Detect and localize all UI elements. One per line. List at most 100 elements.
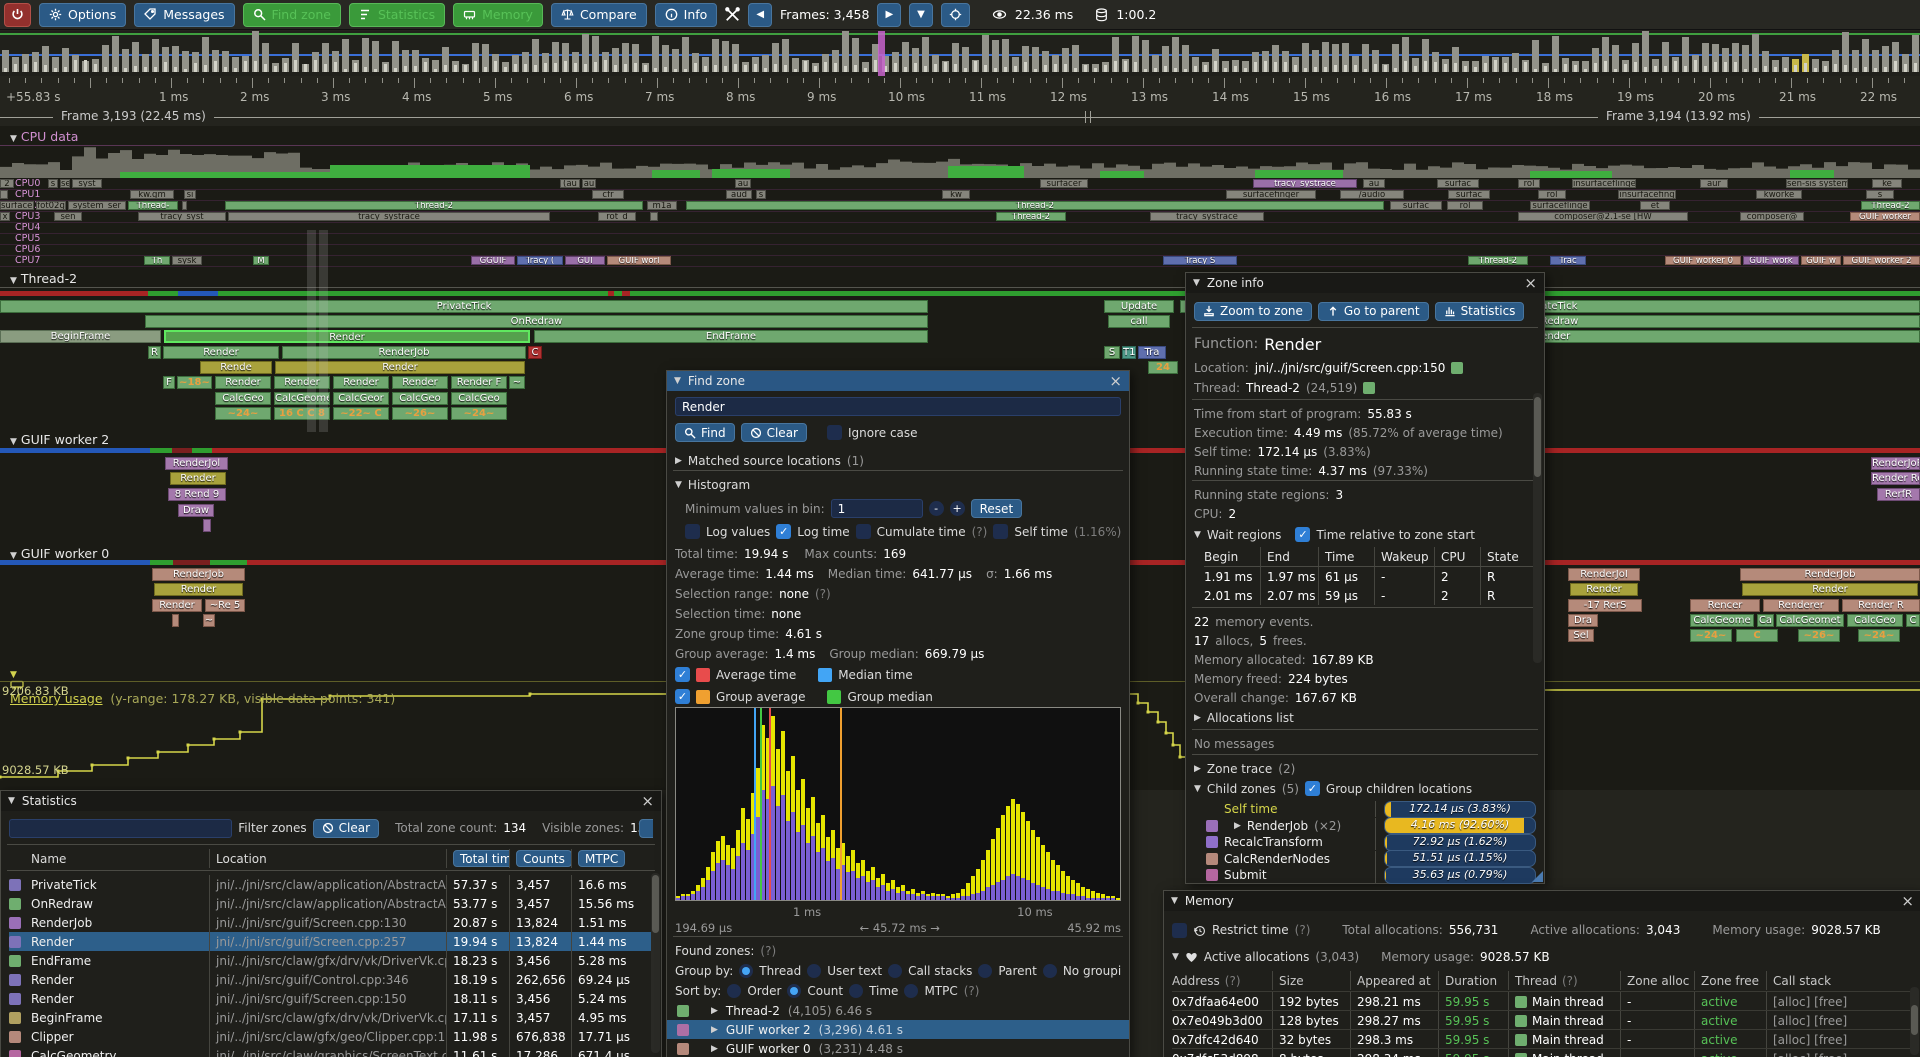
- timeline-zone[interactable]: CalcGeo: [392, 392, 448, 405]
- memory-usage-section-header[interactable]: ▼ Memory usage (y-range: 178.27 KB, visi…: [10, 670, 396, 706]
- cpu-zone[interactable]: kw.gm: [130, 190, 174, 199]
- collapse-icon[interactable]: ▼: [1193, 278, 1200, 288]
- cpu-zone[interactable]: surfac: [1437, 179, 1479, 188]
- cpu-zone[interactable]: aud: [726, 190, 752, 199]
- timeline-zone[interactable]: T1: [1122, 346, 1136, 359]
- timeline-zone[interactable]: OnRedraw: [145, 315, 928, 328]
- timeline-zone[interactable]: Render: [163, 346, 279, 359]
- cpu-zone[interactable]: GUI: [565, 256, 605, 265]
- find-button[interactable]: Find: [675, 423, 735, 442]
- cpu-zone[interactable]: Thread-2: [686, 201, 1384, 210]
- cpu-zone[interactable]: au: [735, 179, 751, 188]
- timeline-zone[interactable]: -17 RerS: [1568, 599, 1642, 612]
- column-location[interactable]: Location: [209, 849, 446, 868]
- statistics-button[interactable]: Statistics: [1434, 301, 1525, 321]
- table-row[interactable]: Render jni/../jni/src/guif/Control.cpp:34…: [9, 970, 651, 989]
- table-row[interactable]: Clipper jni/../jni/src/claw/gfx/geo/Clipp…: [9, 1027, 651, 1046]
- timeline-zone[interactable]: RenderJol: [165, 457, 228, 470]
- close-icon[interactable]: ×: [1524, 274, 1537, 292]
- radio-count[interactable]: [787, 983, 802, 998]
- time-relative-checkbox[interactable]: ✓: [1295, 527, 1311, 542]
- log-time-checkbox[interactable]: ✓: [776, 524, 792, 539]
- cpu-zone[interactable]: s: [48, 179, 58, 188]
- timeline-zone[interactable]: F: [163, 376, 175, 389]
- cpu-zone[interactable]: Trac: [1550, 256, 1586, 265]
- zoom-to-zone-button[interactable]: Zoom to zone: [1194, 301, 1312, 321]
- cpu-zone[interactable]: rol: [1447, 201, 1483, 210]
- cpu-zone[interactable]: kw: [942, 190, 970, 199]
- cpu-zone[interactable]: rot_d: [598, 212, 636, 221]
- decrement-button[interactable]: -: [928, 501, 944, 516]
- table-row[interactable]: RenderJob jni/../jni/src/guif/Screen.cpp:…: [9, 913, 651, 932]
- timeline-zone[interactable]: Render: [1742, 583, 1918, 596]
- frames-overview-strip[interactable]: [0, 31, 1920, 76]
- statistics-scrollbar[interactable]: [651, 873, 660, 1053]
- wait-region-row[interactable]: 1.91 ms 1.97 ms 61 μs -2 R: [1204, 567, 1534, 586]
- timeline-zone[interactable]: Render: [152, 599, 202, 612]
- avg-median-checkbox[interactable]: ✓: [675, 667, 690, 682]
- cpu-zone[interactable]: composer@2.1-se [HW: [1518, 212, 1688, 221]
- close-icon[interactable]: ×: [1901, 892, 1914, 910]
- cpu-zone[interactable]: insurfacefing: [1618, 190, 1676, 199]
- collapse-icon[interactable]: ▼: [1172, 952, 1179, 962]
- wait-region-row[interactable]: 2.01 ms 2.07 ms 59 μs -2 R: [1204, 586, 1534, 605]
- timeline-zone[interactable]: Render: [170, 472, 226, 485]
- increment-button[interactable]: +: [949, 501, 965, 516]
- memory-titlebar[interactable]: ▼ Memory ×: [1164, 891, 1920, 911]
- clear-filter-button[interactable]: Clear: [312, 818, 380, 838]
- cpu-zone[interactable]: [0, 190, 8, 199]
- memory-button[interactable]: Memory: [453, 2, 543, 27]
- find-zone-button[interactable]: Find zone: [242, 2, 341, 27]
- expand-icon[interactable]: ▶: [1194, 712, 1201, 723]
- log-values-checkbox[interactable]: [685, 524, 700, 539]
- list-item[interactable]: ▶ GUIF worker 0 (3,231) 4.48 s: [667, 1039, 1129, 1057]
- table-row[interactable]: PrivateTick jni/../jni/src/claw/applicati…: [9, 875, 651, 894]
- cpu-zone[interactable]: Thread-2: [996, 212, 1066, 221]
- thread-header[interactable]: ▼ GUIF worker 0: [10, 546, 110, 561]
- cpu-zone[interactable]: GUIF worker 0: [1665, 256, 1741, 265]
- filter-input[interactable]: [9, 818, 233, 838]
- timeline-zone[interactable]: 8 Rend 9: [168, 488, 226, 501]
- timeline-zone[interactable]: CalcGeo: [215, 392, 271, 405]
- timeline-zone[interactable]: ~24~: [1690, 629, 1732, 642]
- timeline-zone[interactable]: 16 C C 8: [274, 407, 330, 420]
- cpu-zone[interactable]: Thread-2: [225, 201, 643, 210]
- timeline-zone[interactable]: Rencer: [1690, 599, 1760, 612]
- timeline-zone[interactable]: RenderJob: [1740, 568, 1920, 581]
- sort-counts-button[interactable]: Counts: [516, 850, 571, 867]
- timeline-zone[interactable]: RenderJoI: [1568, 568, 1640, 581]
- timeline-zone[interactable]: [203, 519, 211, 532]
- go-to-parent-button[interactable]: Go to parent: [1317, 301, 1429, 321]
- cpu-zone[interactable]: Tracy S: [1163, 256, 1237, 265]
- cut-button[interactable]: [639, 818, 653, 838]
- reset-button[interactable]: Reset: [970, 499, 1023, 518]
- cpu-zone[interactable]: [182, 201, 187, 210]
- wait-regions-section[interactable]: Wait regions: [1206, 527, 1282, 542]
- timeline-zone[interactable]: Render: [1570, 583, 1638, 596]
- expand-icon[interactable]: ▶: [675, 455, 682, 466]
- collapse-icon[interactable]: ▼: [1194, 783, 1201, 794]
- zone-trace-section[interactable]: Zone trace: [1206, 761, 1273, 776]
- radio-parent[interactable]: [978, 963, 993, 978]
- cpu-zone[interactable]: (au: [560, 179, 580, 188]
- histogram-section[interactable]: Histogram: [687, 477, 751, 492]
- cpu-zone[interactable]: au: [582, 179, 596, 188]
- self-time-checkbox[interactable]: [993, 524, 1009, 539]
- table-row[interactable]: EndFrame jni/../jni/src/claw/gfx/drv/vk/D…: [9, 951, 651, 970]
- timeline-zone[interactable]: CalcGeome: [1690, 614, 1754, 627]
- prev-frame-button[interactable]: ◀: [748, 2, 773, 27]
- cpu-zone[interactable]: /audio: [1340, 190, 1404, 199]
- cpu-zone[interactable]: system_ser: [68, 201, 126, 210]
- thread-header[interactable]: ▼ GUIF worker 2: [10, 432, 110, 447]
- cpu-zone[interactable]: [650, 212, 658, 221]
- cpu-zone[interactable]: kworke: [1756, 190, 1802, 199]
- collapse-icon[interactable]: ▼: [674, 376, 681, 386]
- cpu-zone[interactable]: Thread-2: [1861, 201, 1920, 210]
- close-icon[interactable]: ×: [641, 792, 654, 810]
- cpu-zone[interactable]: aur: [1700, 179, 1728, 188]
- clear-button[interactable]: Clear: [740, 423, 807, 442]
- timeline-zone[interactable]: Render: [164, 330, 530, 343]
- sort-total-time-button[interactable]: Total tim: [453, 850, 509, 867]
- cpu-zone[interactable]: GUIF work: [1743, 256, 1799, 265]
- power-button[interactable]: [4, 2, 31, 27]
